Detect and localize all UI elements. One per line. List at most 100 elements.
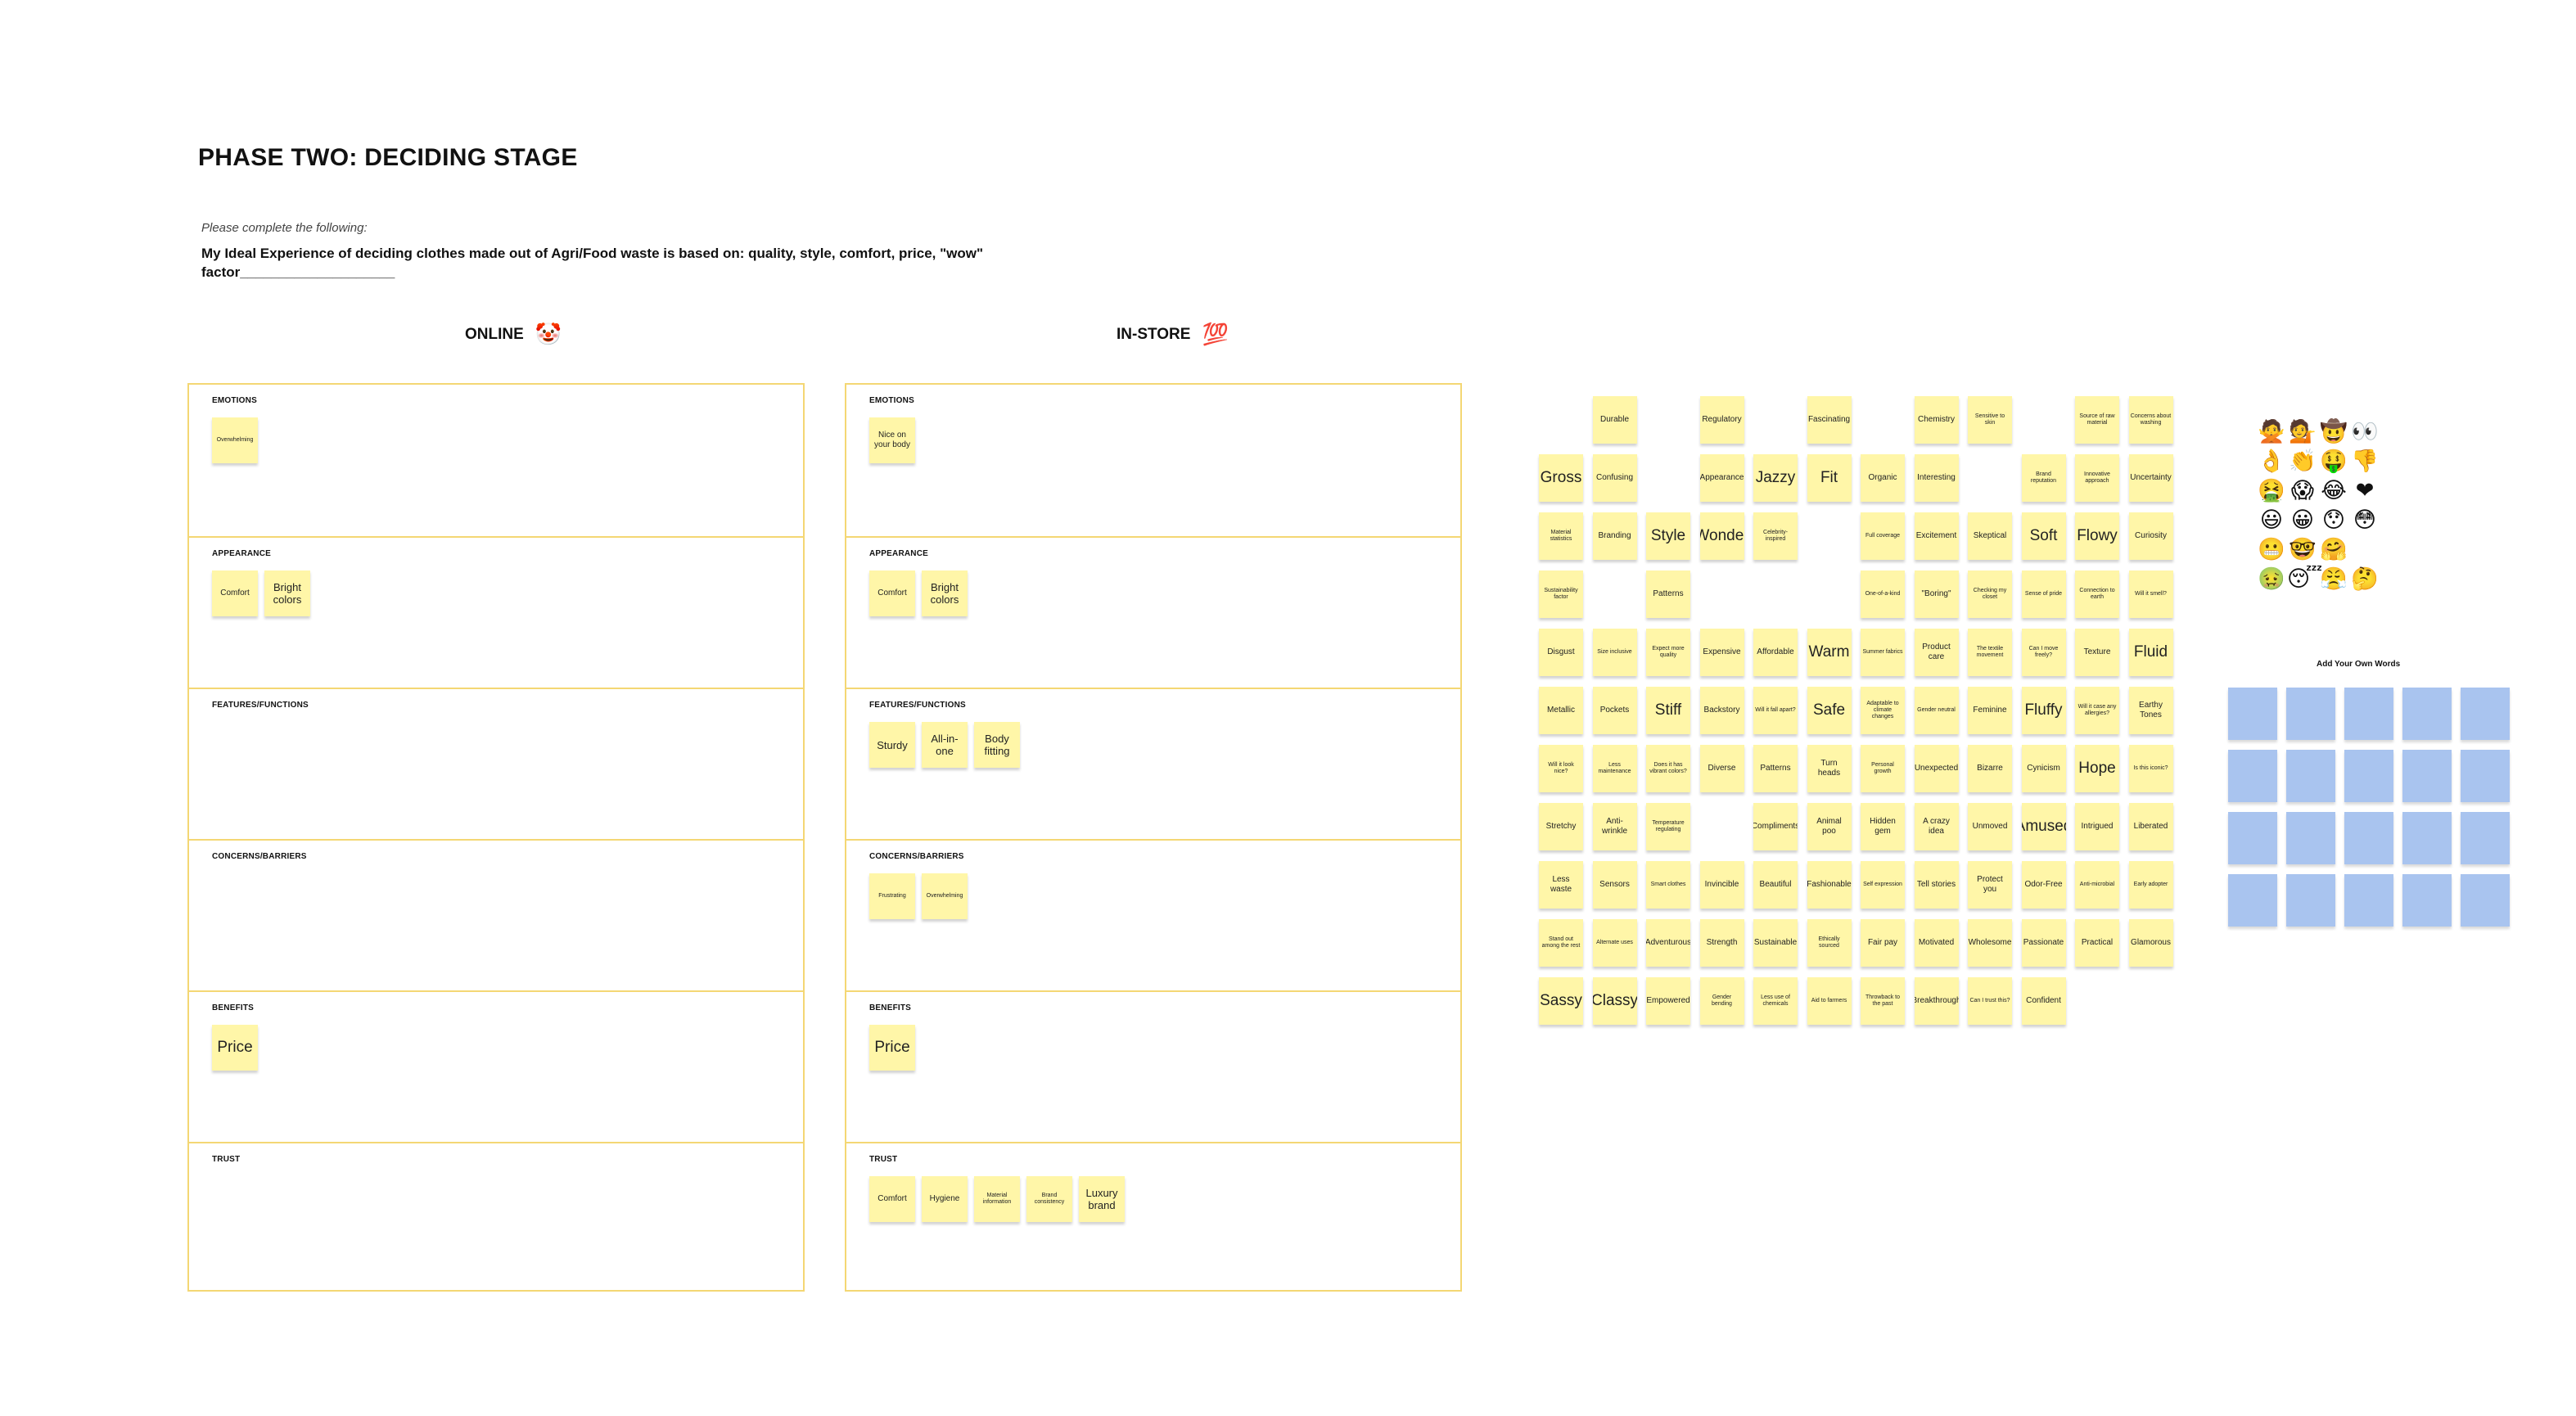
- sticky-note[interactable]: Luxury brand: [1079, 1176, 1125, 1222]
- emoji-sticker-icon[interactable]: 😴: [2287, 566, 2323, 592]
- sticky-note[interactable]: Bright colors: [922, 570, 968, 616]
- word-sticky-note[interactable]: Chemistry: [1914, 396, 1959, 444]
- word-sticky-note[interactable]: Does it has vibrant colors?: [1646, 745, 1690, 792]
- blank-blue-sticky-note[interactable]: [2461, 688, 2510, 740]
- word-sticky-note[interactable]: Curiosity: [2128, 512, 2173, 560]
- word-sticky-note[interactable]: Sustainable: [1753, 919, 1798, 967]
- blank-blue-sticky-note[interactable]: [2228, 812, 2277, 864]
- word-sticky-note[interactable]: Diverse: [1699, 745, 1744, 792]
- sticky-note[interactable]: Body fitting: [974, 722, 1020, 768]
- emoji-sticker-icon[interactable]: 🤑: [2320, 449, 2348, 474]
- emoji-sticker-icon[interactable]: 🤢: [2258, 566, 2285, 592]
- word-sticky-note[interactable]: Uncertainty: [2128, 454, 2173, 502]
- blank-blue-sticky-note[interactable]: [2286, 874, 2335, 927]
- word-sticky-note[interactable]: Stand out among the rest: [1539, 919, 1583, 967]
- emoji-sticker-icon[interactable]: 😤: [2320, 566, 2348, 592]
- word-sticky-note[interactable]: Fair pay: [1861, 919, 1905, 967]
- blank-blue-sticky-note[interactable]: [2402, 874, 2452, 927]
- sticky-note[interactable]: Bright colors: [264, 570, 310, 616]
- blank-blue-sticky-note[interactable]: [2228, 688, 2277, 740]
- word-sticky-note[interactable]: Practical: [2075, 919, 2119, 967]
- word-sticky-note[interactable]: Anti-microbial: [2075, 861, 2119, 909]
- word-sticky-note[interactable]: Summer fabrics: [1861, 629, 1905, 676]
- word-sticky-note[interactable]: Affordable: [1753, 629, 1798, 676]
- sticky-note[interactable]: Overwhelming: [212, 417, 258, 463]
- word-sticky-note[interactable]: Jazzy: [1753, 454, 1798, 502]
- word-sticky-note[interactable]: Flowy: [2075, 512, 2119, 560]
- word-sticky-note[interactable]: Throwback to the past: [1861, 977, 1905, 1025]
- word-sticky-note[interactable]: Alternate uses: [1592, 919, 1637, 967]
- emoji-sticker-icon[interactable]: 😯: [2321, 507, 2346, 533]
- sticky-note[interactable]: Sturdy: [869, 722, 915, 768]
- blank-blue-sticky-note[interactable]: [2228, 750, 2277, 802]
- emoji-sticker-icon[interactable]: 🤠: [2320, 419, 2348, 444]
- word-sticky-note[interactable]: Smart clothes: [1646, 861, 1690, 909]
- emoji-sticker-icon[interactable]: 👀: [2351, 419, 2379, 444]
- word-sticky-note[interactable]: Fit: [1807, 454, 1852, 502]
- word-sticky-note[interactable]: Earthy Tones: [2128, 687, 2173, 734]
- blank-blue-sticky-note[interactable]: [2344, 750, 2393, 802]
- word-sticky-note[interactable]: Interesting: [1914, 454, 1959, 502]
- word-sticky-note[interactable]: Will it smell?: [2128, 570, 2173, 618]
- emoji-sticker-icon[interactable]: 😬: [2258, 537, 2285, 562]
- blank-blue-sticky-note[interactable]: [2402, 750, 2452, 802]
- blank-blue-sticky-note[interactable]: [2402, 688, 2452, 740]
- sticky-note[interactable]: Overwhelming: [922, 873, 968, 919]
- word-sticky-note[interactable]: Skeptical: [1968, 512, 2012, 560]
- word-sticky-note[interactable]: Metallic: [1539, 687, 1583, 734]
- word-sticky-note[interactable]: Brand reputation: [2021, 454, 2066, 502]
- word-sticky-note[interactable]: Size inclusive: [1592, 629, 1637, 676]
- word-sticky-note[interactable]: A crazy idea: [1914, 803, 1959, 850]
- blank-blue-sticky-note[interactable]: [2344, 812, 2393, 864]
- sticky-note[interactable]: Price: [869, 1025, 915, 1071]
- sticky-note[interactable]: Hygiene: [922, 1176, 968, 1222]
- blank-blue-sticky-note[interactable]: [2228, 874, 2277, 927]
- word-sticky-note[interactable]: Will it fall apart?: [1753, 687, 1798, 734]
- word-sticky-note[interactable]: The textile movement: [1968, 629, 2012, 676]
- word-sticky-note[interactable]: Invincible: [1699, 861, 1744, 909]
- word-sticky-note[interactable]: Self expression: [1861, 861, 1905, 909]
- word-sticky-note[interactable]: Less maintenance: [1592, 745, 1637, 792]
- word-sticky-note[interactable]: Sustainability factor: [1539, 570, 1583, 618]
- word-sticky-note[interactable]: Full coverage: [1861, 512, 1905, 560]
- word-sticky-note[interactable]: Breakthrough: [1914, 977, 1959, 1025]
- word-sticky-note[interactable]: Sensitive to skin: [1968, 396, 2012, 444]
- blank-blue-sticky-note[interactable]: [2286, 812, 2335, 864]
- word-sticky-note[interactable]: Durable: [1592, 396, 1637, 444]
- word-sticky-note[interactable]: Texture: [2075, 629, 2119, 676]
- blank-blue-sticky-note[interactable]: [2461, 812, 2510, 864]
- emoji-sticker-icon[interactable]: 💁: [2289, 419, 2317, 444]
- emoji-sticker-icon[interactable]: 🤮: [2258, 478, 2285, 503]
- word-sticky-note[interactable]: Material statistics: [1539, 512, 1583, 560]
- word-sticky-note[interactable]: Safe: [1807, 687, 1852, 734]
- word-sticky-note[interactable]: Pockets: [1592, 687, 1637, 734]
- word-sticky-note[interactable]: Anti-wrinkle: [1592, 803, 1637, 850]
- word-sticky-note[interactable]: Ethically sourced: [1807, 919, 1852, 967]
- word-sticky-note[interactable]: Soft: [2021, 512, 2066, 560]
- word-sticky-note[interactable]: Unmoved: [1968, 803, 2012, 850]
- word-sticky-note[interactable]: Fascinating: [1807, 396, 1852, 444]
- emoji-sticker-icon[interactable]: 🤗: [2320, 537, 2348, 562]
- word-sticky-note[interactable]: Sense of pride: [2021, 570, 2066, 618]
- word-sticky-note[interactable]: Bizarre: [1968, 745, 2012, 792]
- word-sticky-note[interactable]: Feminine: [1968, 687, 2012, 734]
- emoji-sticker-icon[interactable]: 😀: [2290, 507, 2315, 533]
- blank-blue-sticky-note[interactable]: [2286, 688, 2335, 740]
- ideal-experience-prompt[interactable]: My Ideal Experience of deciding clothes …: [201, 246, 984, 280]
- word-sticky-note[interactable]: Product care: [1914, 629, 1959, 676]
- word-sticky-note[interactable]: Branding: [1592, 512, 1637, 560]
- sticky-note[interactable]: Price: [212, 1025, 258, 1071]
- word-sticky-note[interactable]: Disgust: [1539, 629, 1583, 676]
- word-sticky-note[interactable]: Wholesome: [1968, 919, 2012, 967]
- emoji-sticker-icon[interactable]: 🙅: [2258, 419, 2285, 444]
- word-sticky-note[interactable]: Wonder: [1699, 512, 1744, 560]
- word-sticky-note[interactable]: Adventurous: [1646, 919, 1690, 967]
- word-sticky-note[interactable]: Warm: [1807, 629, 1852, 676]
- blank-blue-sticky-note[interactable]: [2402, 812, 2452, 864]
- blank-blue-sticky-note[interactable]: [2286, 750, 2335, 802]
- word-sticky-note[interactable]: Is this iconic?: [2128, 745, 2173, 792]
- word-sticky-note[interactable]: Less use of chemicals: [1753, 977, 1798, 1025]
- word-sticky-note[interactable]: Personal growth: [1861, 745, 1905, 792]
- word-sticky-note[interactable]: Fashionable: [1807, 861, 1852, 909]
- word-sticky-note[interactable]: Concerns about washing: [2128, 396, 2173, 444]
